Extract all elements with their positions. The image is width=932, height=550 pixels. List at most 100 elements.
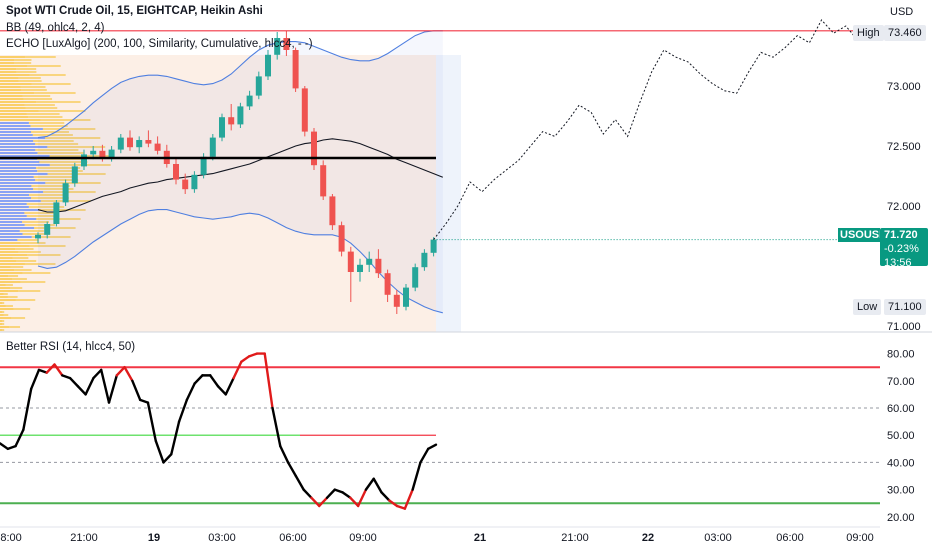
profile-bar-primary <box>0 284 6 286</box>
candle-body[interactable] <box>283 38 290 50</box>
profile-bar-primary <box>0 140 34 142</box>
profile-bar-primary <box>0 146 48 148</box>
candle-body[interactable] <box>430 239 437 253</box>
candle-body[interactable] <box>347 251 354 272</box>
price-tick-label: 71.000 <box>887 321 921 333</box>
profile-bar-secondary <box>26 203 60 205</box>
profile-bar-primary <box>0 227 35 229</box>
candle-body[interactable] <box>301 88 308 132</box>
candle-body[interactable] <box>108 149 115 158</box>
candle-body[interactable] <box>412 267 419 288</box>
chart-title[interactable]: Spot WTI Crude Oil, 15, EIGHTCAP, Heikin… <box>6 5 263 17</box>
volume-profile <box>0 56 111 331</box>
profile-bar-secondary <box>25 56 56 58</box>
rsi-indicator-label[interactable]: Better RSI (14, hlcc4, 50) <box>6 341 136 353</box>
candle-body[interactable] <box>173 164 179 180</box>
candle-body[interactable] <box>246 95 253 107</box>
candle-body[interactable] <box>228 117 235 125</box>
time-tick-label: 03:00 <box>208 532 236 544</box>
rsi-line-segment <box>310 496 321 508</box>
rsi-line-segment <box>388 499 399 508</box>
candle-body[interactable] <box>255 76 262 96</box>
candle-body[interactable] <box>329 196 336 226</box>
profile-bar-secondary <box>9 326 21 328</box>
profile-shading-area <box>0 55 436 332</box>
candle-body[interactable] <box>127 137 133 148</box>
candle-body[interactable] <box>320 165 327 197</box>
candle-body[interactable] <box>209 137 216 157</box>
profile-bar-secondary <box>35 179 79 181</box>
candle-body[interactable] <box>311 131 317 166</box>
rsi-line-segment <box>224 376 235 396</box>
bb-indicator-label[interactable]: BB (49, ohlc4, 2, 4) <box>6 22 105 34</box>
profile-bar-primary <box>0 143 36 145</box>
candle-body[interactable] <box>71 166 78 184</box>
profile-bar-secondary <box>22 272 51 274</box>
candle-body[interactable] <box>145 140 152 144</box>
candle-body[interactable] <box>338 225 345 252</box>
profile-bar-primary <box>0 245 30 247</box>
profile-bar-secondary <box>15 248 34 250</box>
profile-bar-secondary <box>12 278 27 280</box>
candle-body[interactable] <box>393 294 400 307</box>
candle-body[interactable] <box>237 106 244 125</box>
candle-body[interactable] <box>274 38 281 55</box>
rsi-line-segment <box>29 368 41 391</box>
price-tick-label: 72.000 <box>887 201 921 213</box>
profile-bar-secondary <box>2 320 5 322</box>
candle-body[interactable] <box>375 258 382 274</box>
rsi-line-segment <box>37 368 48 374</box>
profile-bar-secondary <box>16 260 37 262</box>
candle-body[interactable] <box>292 50 299 89</box>
candle-body[interactable] <box>53 202 60 224</box>
rsi-tick-label: 30.00 <box>887 485 915 497</box>
profile-bar-secondary <box>34 92 76 94</box>
candle-body[interactable] <box>136 140 143 148</box>
rsi-tick-label: 70.00 <box>887 376 915 388</box>
symbol-badge: USOUSD <box>838 228 888 242</box>
profile-bar-secondary <box>16 71 37 73</box>
profile-bar-primary <box>0 266 11 268</box>
candle-body[interactable] <box>366 258 373 265</box>
candle-body[interactable] <box>182 179 189 190</box>
profile-bar-secondary <box>17 239 39 241</box>
rsi-line-segment <box>0 442 9 451</box>
rsi-line-segment <box>325 488 336 499</box>
candle-body[interactable] <box>90 150 97 155</box>
candle-body[interactable] <box>384 273 391 295</box>
candle-body[interactable] <box>191 174 198 190</box>
rsi-panel[interactable] <box>0 331 932 510</box>
candle-body[interactable] <box>154 143 161 151</box>
candle-body[interactable] <box>357 264 363 272</box>
candle-body[interactable] <box>200 156 207 175</box>
profile-bar-secondary <box>3 314 9 316</box>
rsi-line-segment <box>271 406 282 448</box>
time-tick-label: 03:00 <box>704 532 732 544</box>
candle-body[interactable] <box>99 150 106 158</box>
time-tick-label: 21:00 <box>561 532 589 544</box>
candle-body[interactable] <box>81 154 87 167</box>
profile-bar-secondary <box>28 122 65 124</box>
profile-bar-secondary <box>10 287 23 289</box>
candle-body[interactable] <box>403 287 409 307</box>
time-tick-label: 06:00 <box>776 532 804 544</box>
profile-bar-primary <box>0 251 19 253</box>
candle-body[interactable] <box>44 224 51 235</box>
projection-shading-area <box>436 55 461 332</box>
candle-body[interactable] <box>219 117 225 138</box>
profile-bar-secondary <box>33 176 75 178</box>
candles[interactable] <box>35 30 437 314</box>
candle-body[interactable] <box>117 137 124 150</box>
candle-body[interactable] <box>62 183 69 203</box>
candle-body[interactable] <box>421 252 428 268</box>
profile-bar-primary <box>0 164 50 166</box>
rsi-line-segment <box>162 453 173 464</box>
echo-indicator-label[interactable]: ECHO [LuxAlgo] (200, 100, Similarity, Cu… <box>6 38 313 50</box>
candle-body[interactable] <box>35 234 41 239</box>
rsi-line-segment <box>14 428 25 448</box>
profile-bar-primary <box>0 230 20 232</box>
profile-bar-secondary <box>16 68 37 70</box>
candle-body[interactable] <box>265 54 271 77</box>
profile-bar-primary <box>0 137 46 139</box>
